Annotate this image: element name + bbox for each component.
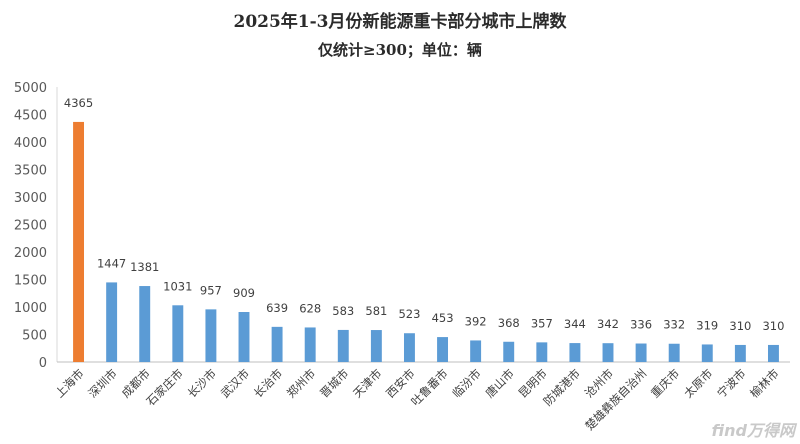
value-label: 319 (696, 318, 718, 332)
value-label: 310 (762, 319, 784, 333)
chart-title: 2025年1-3月份新能源重卡部分城市上牌数 (233, 11, 567, 32)
bar (238, 312, 250, 362)
value-label: 523 (398, 307, 420, 321)
bar (635, 343, 647, 362)
value-label: 628 (299, 301, 321, 315)
bar (701, 344, 713, 362)
y-tick-label: 1500 (14, 274, 47, 289)
value-label: 957 (200, 283, 222, 297)
bar (106, 282, 118, 362)
value-label: 336 (630, 318, 652, 332)
bar (734, 344, 746, 362)
category-label: 郑州市 (284, 366, 318, 400)
bar (503, 341, 515, 362)
value-labels: 4365 1447 1381 1031 957 909 639 628 583 581 523 453… (64, 96, 785, 333)
y-tick-label: 2000 (14, 246, 47, 261)
y-tick-label: 3500 (14, 164, 47, 179)
y-tick-label: 5000 (14, 81, 47, 96)
value-label: 581 (365, 304, 387, 318)
y-tick-label: 0 (39, 356, 47, 371)
category-label: 上海市 (52, 366, 86, 400)
category-label: 晋城市 (317, 366, 351, 400)
bar (205, 309, 217, 362)
value-label: 1031 (163, 279, 192, 293)
value-label: 357 (531, 316, 553, 330)
bar (370, 330, 382, 362)
bar (602, 343, 614, 362)
chart-subtitle: 仅统计≥300；单位：辆 (317, 41, 482, 59)
category-labels: 上海市深圳市成都市石家庄市长沙市武汉市长治市郑州市晋城市天津市西安市吐鲁番市临汾… (52, 366, 781, 433)
value-label: 909 (233, 286, 255, 300)
bar (139, 286, 151, 362)
bar (437, 337, 449, 362)
category-label: 深圳市 (85, 366, 119, 400)
category-label: 武汉市 (218, 366, 252, 400)
category-label: 防城港市 (541, 366, 583, 408)
value-label: 332 (663, 318, 685, 332)
bar (569, 343, 581, 362)
value-label: 639 (266, 301, 288, 315)
category-label: 长沙市 (185, 366, 219, 400)
bar (172, 305, 184, 362)
value-label: 1447 (97, 256, 126, 270)
bar (668, 343, 680, 362)
category-label: 太原市 (681, 366, 715, 400)
bar (73, 121, 85, 362)
category-label: 唐山市 (483, 366, 517, 400)
value-label: 583 (332, 304, 354, 318)
y-tick-label: 4500 (14, 109, 47, 124)
y-tick-label: 2500 (14, 219, 47, 234)
category-label: 石家庄市 (144, 366, 186, 408)
bar (470, 340, 482, 362)
value-label: 342 (597, 317, 619, 331)
y-tick-label: 3000 (14, 191, 47, 206)
y-tick-labels: 0 500 1000 1500 2000 2500 3000 3500 4000 4500 5000 (14, 81, 47, 371)
bar (304, 327, 316, 362)
category-label: 长治市 (251, 366, 285, 400)
bar (536, 342, 548, 362)
y-tick-label: 4000 (14, 136, 47, 151)
category-label: 榆林市 (747, 366, 781, 400)
value-label: 453 (432, 311, 454, 325)
bars (73, 121, 779, 362)
y-tick-label: 1000 (14, 301, 47, 316)
value-label: 310 (729, 319, 751, 333)
value-label: 4365 (64, 96, 93, 110)
value-label: 392 (465, 314, 487, 328)
value-label: 1381 (130, 260, 159, 274)
category-label: 宁波市 (714, 366, 748, 400)
bar (403, 333, 415, 362)
bar (271, 326, 283, 362)
category-label: 临汾市 (449, 366, 483, 400)
value-label: 368 (498, 316, 520, 330)
bar (767, 344, 779, 362)
category-label: 天津市 (350, 366, 384, 400)
watermark: find万得网 (712, 421, 798, 440)
bar (337, 329, 349, 362)
y-tick-label: 500 (22, 329, 47, 344)
category-label: 吐鲁番市 (408, 366, 450, 408)
value-label: 344 (564, 317, 586, 331)
category-label: 重庆市 (648, 366, 682, 400)
